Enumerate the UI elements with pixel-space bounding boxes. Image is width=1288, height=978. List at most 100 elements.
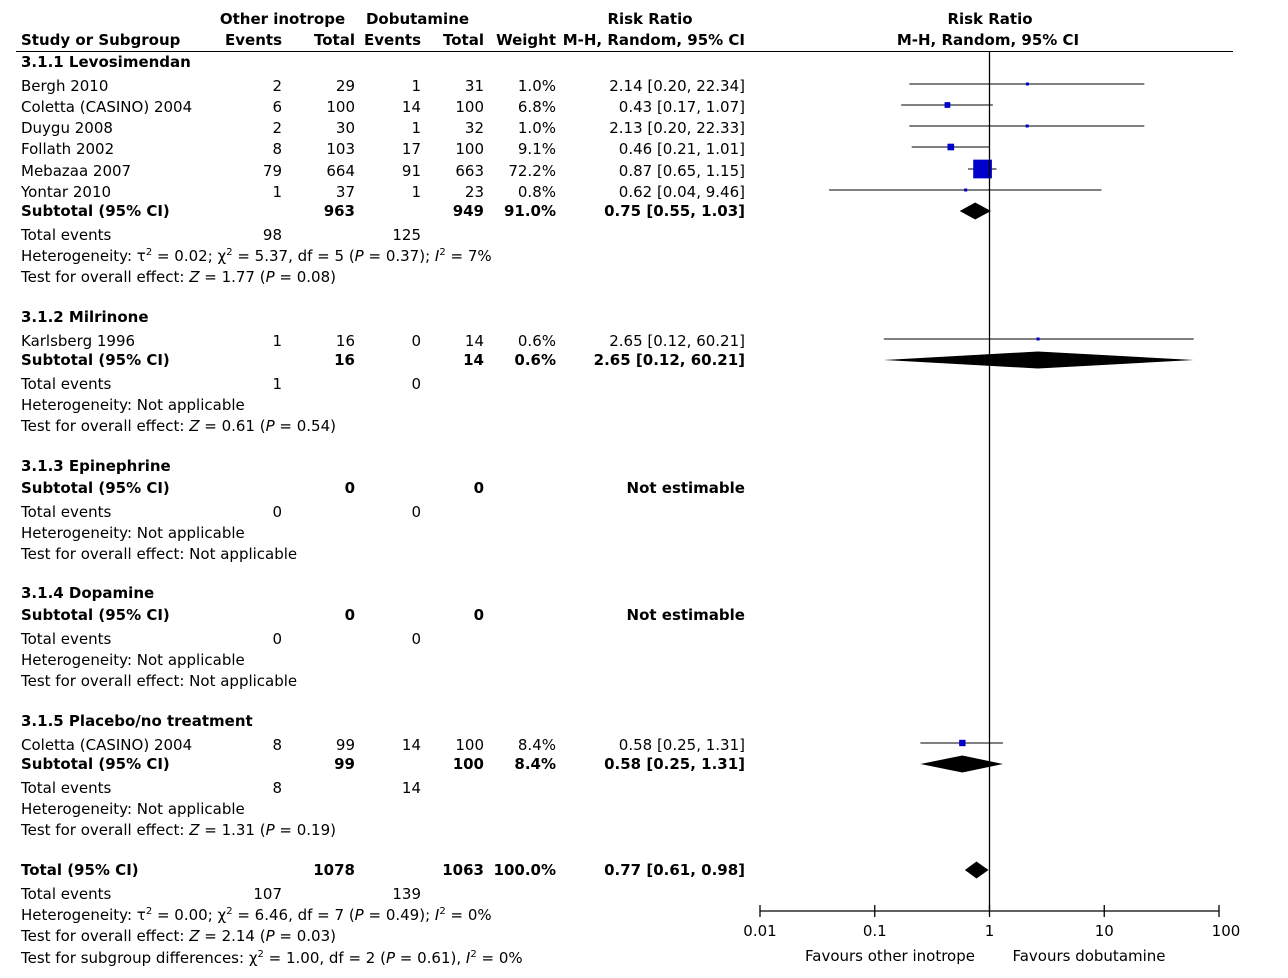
events-other: 6 xyxy=(272,98,282,116)
total-other: 99 xyxy=(335,736,355,754)
events-dobutamine: 1 xyxy=(411,119,421,137)
total-other: 664 xyxy=(326,162,355,180)
subtotal-label: Subtotal (95% CI) xyxy=(21,479,170,497)
weight: 9.1% xyxy=(517,140,556,158)
risk-ratio-ci: 2.65 [0.12, 60.21] xyxy=(609,332,745,350)
study-marker xyxy=(1025,82,1029,86)
total2-header: Total xyxy=(443,31,484,49)
events-other: 2 xyxy=(272,119,282,137)
events-other: 1 xyxy=(272,332,282,350)
events-dobutamine: 14 xyxy=(401,98,421,116)
total-dobutamine: 32 xyxy=(464,119,484,137)
total-events-dobutamine: 125 xyxy=(392,226,421,244)
overall-effect: Test for overall effect: Z = 0.61 (P = 0… xyxy=(21,417,336,435)
subtotal-dobutamine: 949 xyxy=(452,202,484,220)
study-name: Coletta (CASINO) 2004 xyxy=(21,736,193,754)
risk-ratio-ci: 0.62 [0.04, 9.46] xyxy=(618,183,745,201)
total-dobutamine: 1063 xyxy=(442,861,484,879)
total-events-other: 107 xyxy=(253,885,282,903)
subgroup-title: 3.1.1 Levosimendan xyxy=(21,53,191,71)
risk-ratio-ci: 0.46 [0.21, 1.01] xyxy=(618,140,745,158)
subtotal-label: Subtotal (95% CI) xyxy=(21,606,170,624)
events-dobutamine: 1 xyxy=(411,77,421,95)
subtotal-weight: 8.4% xyxy=(514,755,556,773)
weight-header: Weight xyxy=(496,31,556,49)
subtotal-label: Subtotal (95% CI) xyxy=(21,351,170,369)
heterogeneity: Heterogeneity: τ2 = 0.02; χ2 = 5.37, df … xyxy=(21,247,492,265)
subtotal-ci: Not estimable xyxy=(626,606,745,624)
heterogeneity: Heterogeneity: Not applicable xyxy=(21,524,245,542)
risk-ratio-ci: 0.43 [0.17, 1.07] xyxy=(618,98,745,116)
study-name: Mebazaa 2007 xyxy=(21,162,132,180)
subtotal-weight: 91.0% xyxy=(503,202,556,220)
total-dobutamine: 100 xyxy=(455,140,484,158)
total-other: 1078 xyxy=(313,861,355,879)
events-dobutamine: 17 xyxy=(401,140,421,158)
total-events-other: 0 xyxy=(272,630,282,648)
risk-ratio-ci: 2.14 [0.20, 22.34] xyxy=(609,77,745,95)
subtotal-other: 963 xyxy=(323,202,355,220)
weight: 1.0% xyxy=(517,77,556,95)
total-events-label: Total events xyxy=(21,226,112,244)
study-marker xyxy=(964,188,968,192)
subtotal-ci: Not estimable xyxy=(626,479,745,497)
total-events-label: Total events xyxy=(21,630,112,648)
events1-header: Events xyxy=(225,31,282,49)
weight: 72.2% xyxy=(508,162,556,180)
weight: 6.8% xyxy=(517,98,556,116)
risk-ratio-ci: 0.58 [0.25, 1.31] xyxy=(618,736,745,754)
total-events-label: Total events xyxy=(21,503,112,521)
forest-table: Other inotrope Dobutamine Risk Ratio Ris… xyxy=(21,10,1079,967)
rr-method-header: M-H, Random, 95% CI xyxy=(562,31,745,49)
overall-effect: Test for overall effect: Z = 1.31 (P = 0… xyxy=(21,821,336,839)
summary-diamond xyxy=(920,755,1003,773)
total-events-label: Total events xyxy=(21,375,112,393)
plot-method-header: M-H, Random, 95% CI xyxy=(896,31,1080,49)
risk-ratio-ci: 2.13 [0.20, 22.33] xyxy=(609,119,745,137)
events-dobutamine: 91 xyxy=(401,162,421,180)
total1-header: Total xyxy=(314,31,355,49)
study-name: Yontar 2010 xyxy=(21,183,112,201)
events-other: 79 xyxy=(262,162,282,180)
total-dobutamine: 14 xyxy=(464,332,484,350)
events-dobutamine: 1 xyxy=(411,183,421,201)
study-marker xyxy=(1025,124,1029,128)
subtotal-dobutamine: 14 xyxy=(463,351,484,369)
total-dobutamine: 23 xyxy=(464,183,484,201)
total-events-dobutamine: 14 xyxy=(401,779,421,797)
events-dobutamine: 14 xyxy=(401,736,421,754)
subtotal-other: 16 xyxy=(334,351,355,369)
subtotal-other: 0 xyxy=(344,606,355,624)
subgroup-title: 3.1.5 Placebo/no treatment xyxy=(21,712,253,730)
favours-right-label: Favours dobutamine xyxy=(1012,947,1165,965)
overall-effect: Test for overall effect: Z = 1.77 (P = 0… xyxy=(21,268,336,286)
study-name: Follath 2002 xyxy=(21,140,115,158)
subtotal-ci: 0.75 [0.55, 1.03] xyxy=(604,202,745,220)
total-heterogeneity: Heterogeneity: τ2 = 0.00; χ2 = 6.46, df … xyxy=(21,906,492,924)
total-weight: 100.0% xyxy=(493,861,556,879)
study-name: Coletta (CASINO) 2004 xyxy=(21,98,193,116)
total-other: 29 xyxy=(335,77,355,95)
total-events-dobutamine: 139 xyxy=(392,885,421,903)
events-other: 2 xyxy=(272,77,282,95)
total-other: 16 xyxy=(335,332,355,350)
total-events-other: 98 xyxy=(262,226,282,244)
subgroup-title: 3.1.2 Milrinone xyxy=(21,308,149,326)
study-name: Karlsberg 1996 xyxy=(21,332,136,350)
total-events-label: Total events xyxy=(21,779,112,797)
events-other: 1 xyxy=(272,183,282,201)
total-overall-effect: Test for overall effect: Z = 2.14 (P = 0… xyxy=(21,927,336,945)
subtotal-dobutamine: 0 xyxy=(473,479,484,497)
overall-effect: Test for overall effect: Not applicable xyxy=(21,672,298,690)
header-rule xyxy=(16,51,1233,52)
total-ci: 0.77 [0.61, 0.98] xyxy=(604,861,745,879)
study-marker xyxy=(947,143,955,151)
plot-title-header: Risk Ratio xyxy=(947,10,1033,28)
events-other: 8 xyxy=(272,140,282,158)
total-dobutamine: 100 xyxy=(455,736,484,754)
subtotal-ci: 2.65 [0.12, 60.21] xyxy=(593,351,745,369)
total-dobutamine: 663 xyxy=(455,162,484,180)
total-other: 37 xyxy=(335,183,355,201)
total-events-other: 0 xyxy=(272,503,282,521)
